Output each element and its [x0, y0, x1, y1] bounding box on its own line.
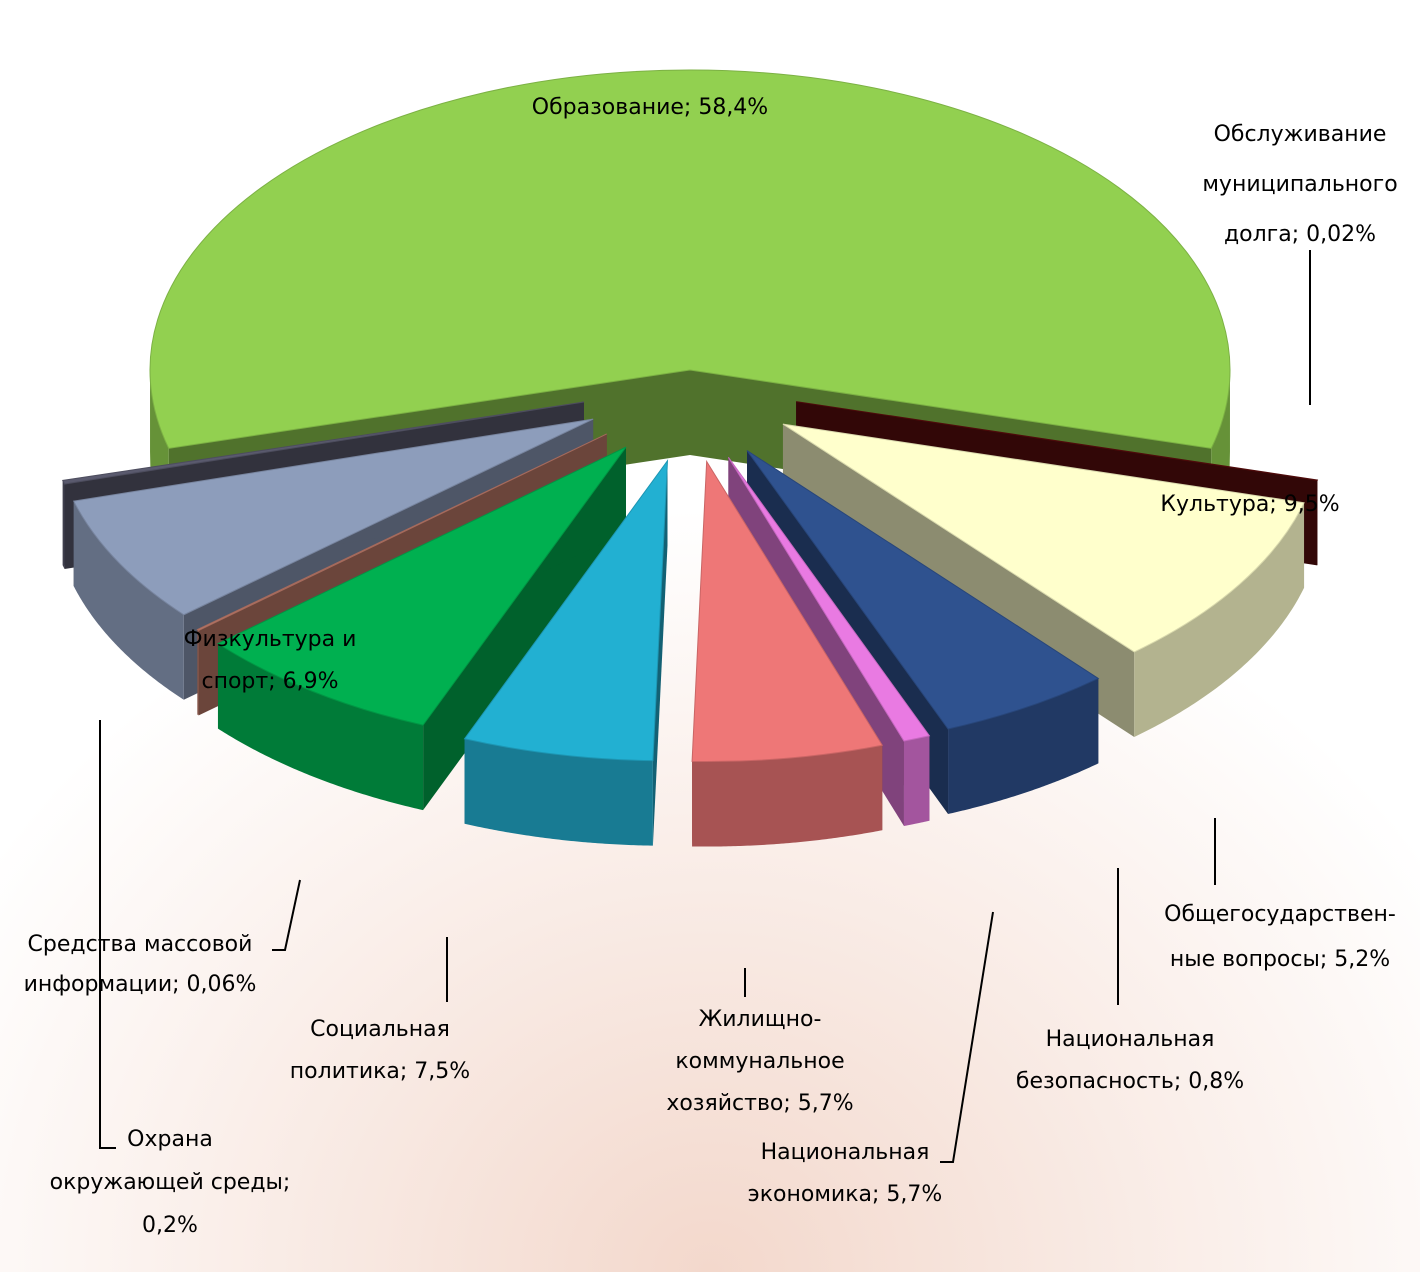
data-label: Образование; 58,4% — [532, 95, 768, 120]
slice-wall — [652, 460, 668, 846]
data-label: долга; 0,02% — [1224, 222, 1376, 247]
data-label: Национальная — [1046, 1027, 1215, 1052]
data-label: Обслуживание — [1214, 122, 1387, 147]
leader-line — [940, 911, 994, 1163]
pie-slice — [72, 418, 594, 616]
data-label: хозяйство; 5,7% — [666, 1091, 853, 1116]
pie-slice — [149, 69, 1231, 449]
leader-line — [272, 879, 301, 951]
pie-slice — [216, 446, 627, 726]
data-label: Общегосударствен- — [1164, 902, 1396, 927]
data-label: Средства массовой — [28, 932, 253, 957]
data-label: экономика; 5,7% — [748, 1182, 943, 1207]
data-label: Охрана — [127, 1127, 213, 1152]
slice-rim — [948, 678, 1099, 814]
pie-slice — [746, 450, 1100, 730]
data-label: Жилищно- — [699, 1007, 822, 1032]
data-label: муниципального — [1202, 172, 1397, 197]
slice-rim — [73, 501, 184, 700]
data-label: безопасность; 0,8% — [1016, 1069, 1244, 1094]
data-label: коммунальное — [675, 1049, 844, 1074]
slice-rim — [197, 629, 199, 716]
data-label: Социальная — [310, 1017, 450, 1042]
slice-rim — [217, 643, 424, 811]
pie-slice — [727, 457, 931, 742]
pie-slice — [61, 401, 585, 485]
data-label: Национальная — [761, 1140, 930, 1165]
data-label: информации; 0,06% — [24, 972, 257, 997]
leader-line — [99, 720, 116, 1149]
pie-slice — [691, 459, 884, 763]
data-label: спорт; 6,9% — [201, 669, 338, 694]
data-label: Физкультура и — [184, 627, 357, 652]
slice-rim — [903, 735, 930, 827]
data-label: политика; 7,5% — [290, 1059, 470, 1084]
slice-rim — [62, 480, 65, 570]
data-label: Культура; 9,5% — [1160, 492, 1339, 517]
slice-rim — [1134, 502, 1305, 737]
pie-slice — [796, 401, 1319, 481]
data-label: ные вопросы; 5,2% — [1170, 947, 1390, 972]
pie-slice — [196, 433, 607, 632]
pie-slice — [463, 459, 669, 762]
data-label: окружающей среды; — [50, 1170, 291, 1195]
slice-rim — [692, 745, 883, 847]
pie-slice — [782, 423, 1305, 653]
slice-rim — [464, 738, 653, 846]
data-label: 0,2% — [142, 1213, 198, 1238]
